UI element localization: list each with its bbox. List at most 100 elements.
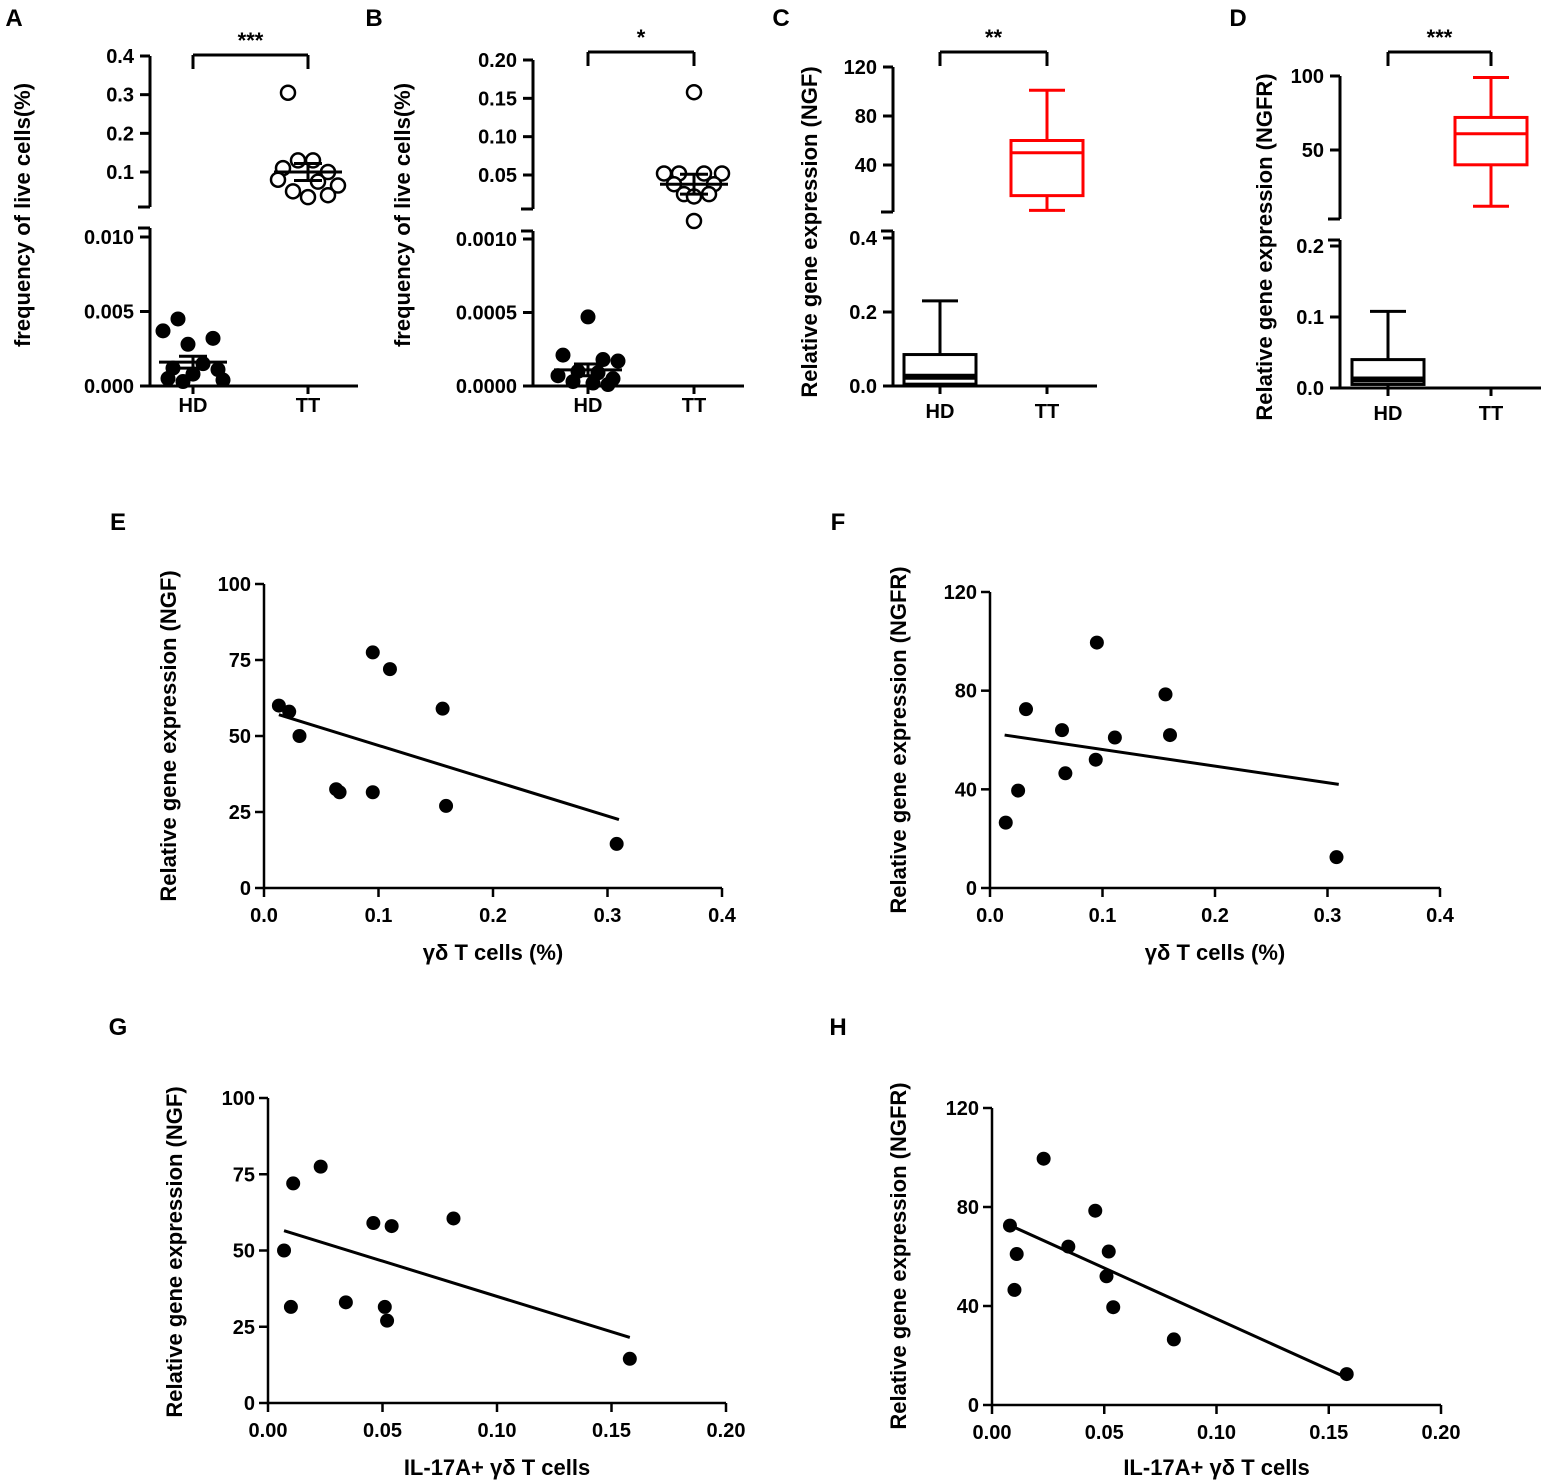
y-tick-label-C: 80 <box>855 106 877 128</box>
data-point-G <box>366 1216 381 1231</box>
regression-line-E <box>278 713 620 822</box>
y-tick-label-C: 40 <box>855 155 877 177</box>
y-tick-label-A: 0.010 <box>84 227 134 249</box>
panel-letter-E: E <box>110 509 126 536</box>
y-tick-label-B: 0.20 <box>478 50 517 72</box>
x-tick-label-E: 0.1 <box>365 905 393 927</box>
y-tick-label-G: 100 <box>222 1088 255 1110</box>
x-axis-title-H: IL-17A+ γδ T cells <box>1123 1455 1309 1480</box>
data-point-HD <box>205 330 221 346</box>
panel-H: H 0 40 80 120 0.00 0.05 0.10 0.15 0.20 IL-17A+ γδ … <box>829 1014 1460 1480</box>
significance-stars-C: ** <box>985 25 1003 50</box>
data-point-TT <box>685 212 703 230</box>
x-tick-label-C: TT <box>1035 401 1059 423</box>
x-tick-label-H: 0.10 <box>1197 1422 1236 1444</box>
x-tick-label-G: 0.00 <box>249 1420 288 1442</box>
data-point-H <box>1101 1244 1116 1259</box>
data-point-G <box>283 1299 298 1314</box>
y-tick-label-F: 120 <box>944 582 977 604</box>
y-tick-label-B: 0.0005 <box>456 303 517 325</box>
y-tick-label-G: 50 <box>233 1241 255 1263</box>
x-tick-label-E: 0.2 <box>479 905 507 927</box>
data-point-E <box>435 701 450 716</box>
y-tick-label-E: 100 <box>218 574 251 596</box>
data-point-HD <box>580 309 596 325</box>
x-tick-label-E: 0.4 <box>708 905 737 927</box>
x-tick-label-B: HD <box>574 395 603 417</box>
x-tick-label-A: HD <box>179 395 208 417</box>
x-tick-label-F: 0.1 <box>1089 905 1117 927</box>
data-point-HD <box>555 347 571 363</box>
y-tick-label-C: 120 <box>844 57 877 79</box>
y-tick-label-B: 0.0010 <box>456 229 517 251</box>
y-tick-label-F: 40 <box>955 779 977 801</box>
data-point-H <box>1007 1282 1022 1297</box>
box-HD <box>1350 358 1426 386</box>
y-tick-label-B: 0.0000 <box>456 376 517 398</box>
x-tick-label-D: TT <box>1479 403 1503 425</box>
y-tick-label-D: 50 <box>1302 140 1324 162</box>
data-point-F <box>1088 752 1103 767</box>
y-tick-label-C: 0.0 <box>849 376 877 398</box>
data-point-H <box>1166 1332 1181 1347</box>
data-point-F <box>1107 730 1122 745</box>
regression-line-F <box>1004 733 1339 786</box>
data-point-TT <box>289 152 307 169</box>
y-tick-label-G: 75 <box>233 1164 255 1186</box>
box-TT <box>1009 139 1085 198</box>
data-point-HD <box>160 371 176 387</box>
data-point-H <box>1106 1300 1121 1315</box>
y-tick-label-E: 25 <box>229 802 251 824</box>
box-HD <box>902 353 978 386</box>
data-point-TT <box>279 84 297 101</box>
data-point-HD <box>215 372 231 388</box>
y-tick-label-A: 0.005 <box>84 302 134 324</box>
panel-G: G 0 25 50 75 100 0.00 0.05 0.10 0.15 0.20 IL-17A+ γ… <box>109 1014 746 1480</box>
y-tick-label-G: 0 <box>244 1393 255 1415</box>
y-axis-title-C: Relative gene expression (NGF) <box>797 66 822 397</box>
y-tick-label-A: 0.3 <box>106 85 134 107</box>
data-point-G <box>286 1176 301 1191</box>
data-point-F <box>1019 702 1033 717</box>
data-point-H <box>1099 1269 1114 1284</box>
y-tick-label-A: 0.2 <box>106 123 134 145</box>
y-tick-label-G: 25 <box>233 1317 255 1339</box>
regression-line-G <box>283 1229 631 1339</box>
x-tick-label-B: TT <box>682 395 706 417</box>
y-tick-label-C: 0.2 <box>849 302 877 324</box>
y-tick-label-H: 80 <box>957 1197 979 1219</box>
data-point-TT <box>299 188 317 206</box>
x-tick-label-G: 0.20 <box>707 1420 746 1442</box>
x-tick-label-H: 0.05 <box>1085 1422 1124 1444</box>
data-point-HD <box>175 374 191 390</box>
data-point-E <box>365 785 380 800</box>
data-point-F <box>1055 723 1069 738</box>
y-tick-label-B: 0.10 <box>478 127 517 149</box>
panel-C: C 40 80 120 0.0 0.2 0.4 HD TT ** Relative gene exp… <box>772 5 1097 423</box>
x-tick-label-H: 0.15 <box>1309 1422 1348 1444</box>
x-tick-label-H: 0.00 <box>973 1422 1012 1444</box>
data-point-G <box>446 1211 461 1226</box>
y-tick-label-D: 100 <box>1291 66 1324 88</box>
data-point-F <box>1089 635 1104 650</box>
x-axis-title-F: γδ T cells (%) <box>1145 940 1286 965</box>
data-point-F <box>998 815 1013 830</box>
data-point-E <box>332 785 347 800</box>
data-point-E <box>282 704 297 719</box>
panel-letter-G: G <box>109 1014 128 1041</box>
data-point-HD <box>170 311 186 327</box>
data-point-E <box>609 836 624 851</box>
x-tick-label-E: 0.3 <box>594 905 622 927</box>
data-point-F <box>1011 783 1026 798</box>
y-tick-label-E: 50 <box>229 726 251 748</box>
panel-D: D 50 100 0.0 0.1 0.2 HD TT *** Relative gene expr… <box>1229 5 1541 425</box>
data-point-TT <box>713 165 731 182</box>
data-point-HD <box>600 377 616 393</box>
y-tick-label-E: 0 <box>240 878 251 900</box>
y-tick-label-D: 0.1 <box>1296 307 1324 329</box>
data-point-E <box>271 698 286 713</box>
y-axis-title-A: frequency of live cells(%) <box>10 83 35 347</box>
x-tick-label-E: 0.0 <box>250 905 278 927</box>
y-axis-title-H: Relative gene expression (NGFR) <box>886 1082 911 1429</box>
